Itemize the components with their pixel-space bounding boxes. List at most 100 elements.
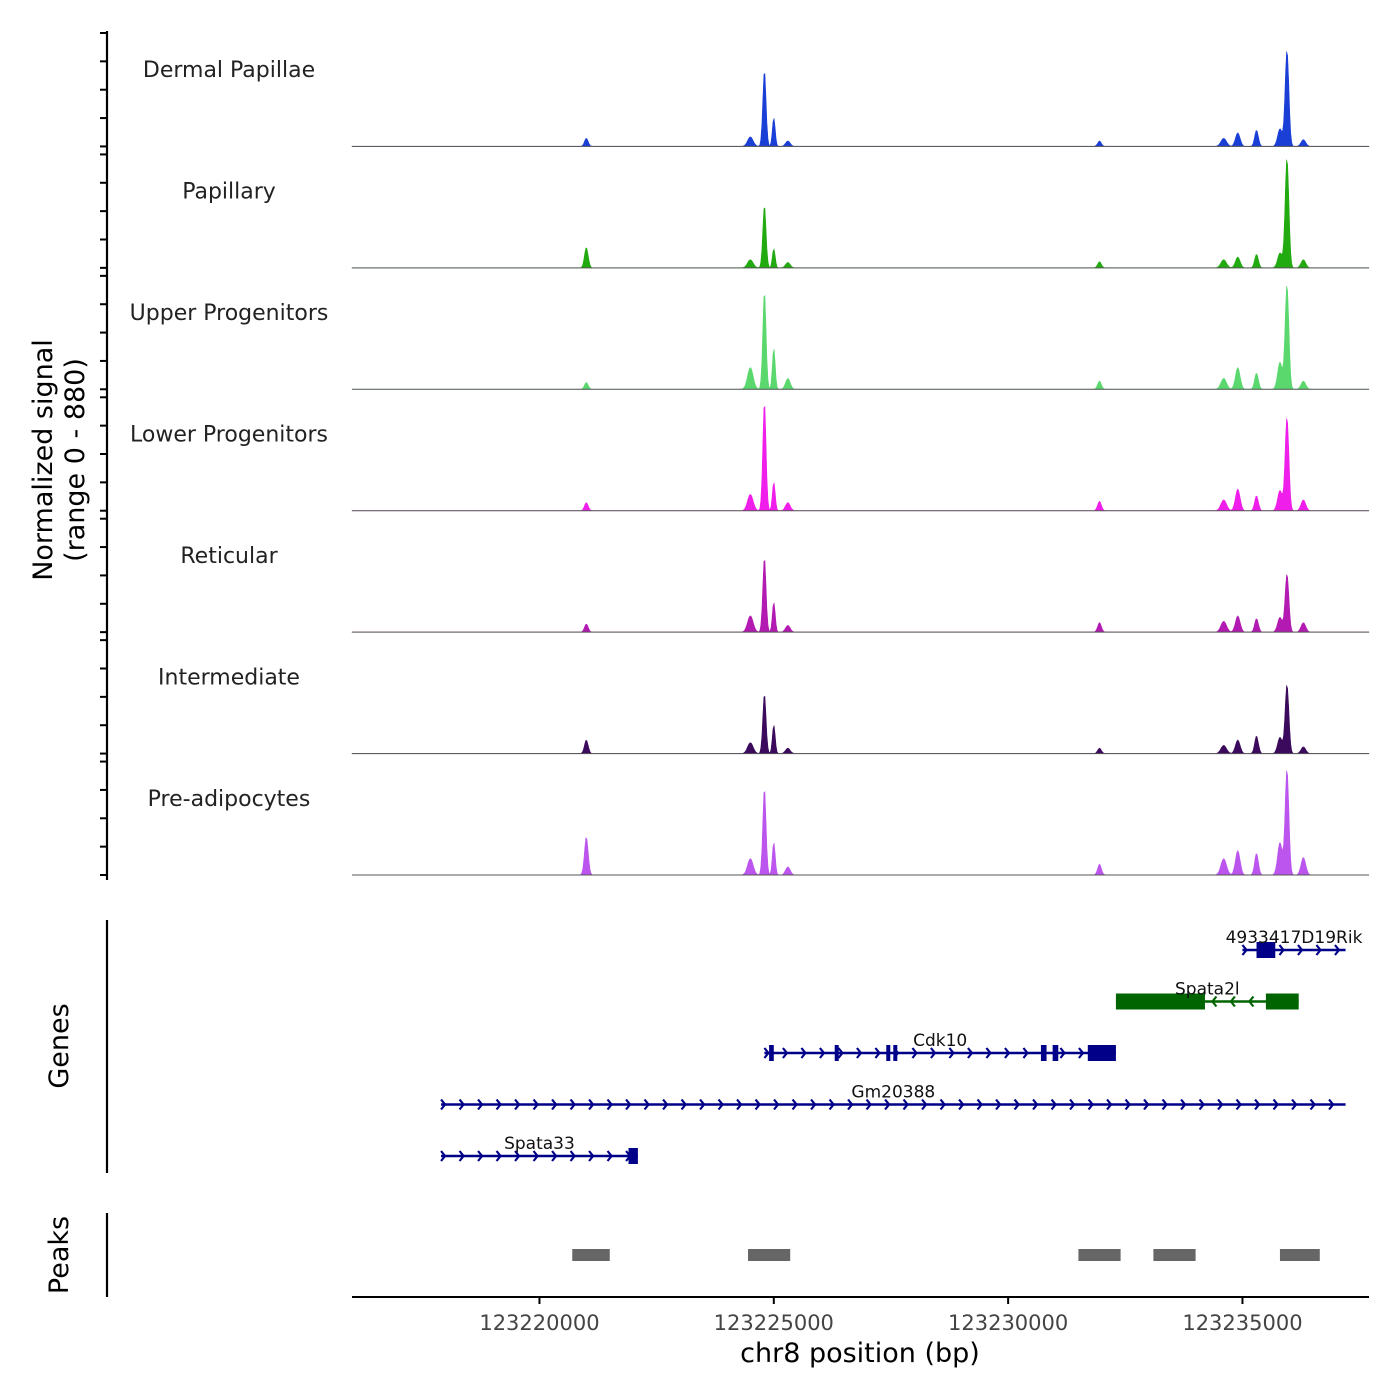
strand-chevron <box>782 1047 789 1059</box>
gene-exon <box>769 1045 774 1061</box>
strand-chevron <box>736 1098 743 1111</box>
gene-exon <box>1087 1045 1116 1061</box>
strand-chevron <box>1291 1098 1298 1111</box>
gene-0: 4933417D19Rik <box>1226 928 1363 958</box>
coverage-tracks: Dermal Papillae Papillary Upper Progenitor… <box>130 51 1370 876</box>
signal-area <box>351 685 1370 754</box>
gene-exon <box>1115 993 1205 1010</box>
gene-3: Gm20388 <box>440 1083 1346 1111</box>
strand-chevron <box>976 1098 983 1111</box>
track-label: Lower Progenitors <box>130 423 328 448</box>
strand-chevron <box>948 1047 955 1059</box>
gene-exon <box>1256 942 1276 958</box>
track-3: Lower Progenitors <box>130 405 1370 512</box>
peak-region <box>1078 1249 1121 1261</box>
strand-chevron <box>1143 1098 1150 1111</box>
x-axis-ticks: 123220000 123225000 123230000 123235000 <box>479 1297 1303 1335</box>
gene-1: Spata2l <box>1115 980 1299 1010</box>
strand-chevron <box>588 1098 595 1111</box>
strand-chevron <box>477 1150 484 1162</box>
track-label: Dermal Papillae <box>143 58 315 83</box>
x-tick-label: 123230000 <box>948 1311 1068 1335</box>
strand-chevron <box>699 1098 706 1111</box>
strand-chevron <box>1069 1098 1076 1111</box>
track-1: Papillary <box>182 159 1370 269</box>
strand-chevron <box>1211 995 1218 1008</box>
gene-exon <box>893 1045 898 1061</box>
signal-y-ticks <box>100 32 107 876</box>
strand-chevron <box>800 1047 807 1059</box>
gene-annotations: 4933417D19Rik Spata2l Cdk10 Gm20388 Spata33 <box>440 928 1363 1164</box>
y-axis-title-line2: (range 0 - 880) <box>60 358 91 562</box>
strand-chevron <box>1241 944 1248 956</box>
gene-label: Spata2l <box>1175 980 1240 1000</box>
strand-chevron <box>1309 1098 1316 1111</box>
strand-chevron <box>791 1098 798 1111</box>
track-label: Upper Progenitors <box>130 301 329 326</box>
track-5: Intermediate <box>158 665 1370 755</box>
gene-exon <box>1052 1045 1059 1061</box>
strand-chevron <box>874 1047 881 1059</box>
peak-regions <box>572 1249 1320 1261</box>
strand-chevron <box>995 1098 1002 1111</box>
track-label: Papillary <box>182 180 276 205</box>
peaks-track-label: Peaks <box>44 1216 75 1294</box>
gene-exon <box>886 1045 891 1061</box>
strand-chevron <box>1078 1047 1085 1059</box>
strand-chevron <box>837 1047 844 1059</box>
strand-chevron <box>1334 944 1341 956</box>
strand-chevron <box>1272 1098 1279 1111</box>
strand-chevron <box>1022 1047 1029 1059</box>
strand-chevron <box>1050 1098 1057 1111</box>
strand-chevron <box>1328 1098 1335 1111</box>
strand-chevron <box>1315 944 1322 956</box>
strand-chevron <box>1229 995 1236 1008</box>
signal-area <box>351 286 1370 390</box>
strand-chevron <box>569 1150 576 1162</box>
strand-chevron <box>930 1047 937 1059</box>
strand-chevron <box>551 1098 558 1111</box>
strand-chevron <box>717 1098 724 1111</box>
strand-chevron <box>958 1098 965 1111</box>
strand-chevron <box>865 1098 872 1111</box>
strand-chevron <box>1254 1098 1261 1111</box>
strand-chevron <box>856 1047 863 1059</box>
strand-chevron <box>532 1150 539 1162</box>
x-tick-label: 123235000 <box>1182 1311 1302 1335</box>
strand-chevron <box>458 1098 465 1111</box>
strand-chevron <box>1032 1098 1039 1111</box>
strand-chevron <box>495 1098 502 1111</box>
strand-chevron <box>1278 944 1285 956</box>
strand-chevron <box>1297 944 1304 956</box>
strand-chevron <box>1087 1098 1094 1111</box>
strand-chevron <box>1248 995 1255 1008</box>
x-tick-label: 123225000 <box>714 1311 834 1335</box>
signal-area <box>351 405 1370 512</box>
strand-chevron <box>1059 1047 1066 1059</box>
track-0: Dermal Papillae <box>143 51 1370 147</box>
track-label: Pre-adipocytes <box>148 787 311 812</box>
track-4: Reticular <box>180 544 1370 633</box>
strand-chevron <box>1198 1098 1205 1111</box>
track-label: Intermediate <box>158 665 300 690</box>
strand-chevron <box>884 1098 891 1111</box>
strand-chevron <box>763 1047 770 1059</box>
strand-chevron <box>495 1150 502 1162</box>
strand-chevron <box>819 1047 826 1059</box>
strand-chevron <box>662 1098 669 1111</box>
peak-region <box>1279 1249 1320 1261</box>
strand-chevron <box>1004 1047 1011 1059</box>
strand-chevron <box>1235 1098 1242 1111</box>
strand-chevron <box>902 1098 909 1111</box>
gene-4: Spata33 <box>440 1134 638 1164</box>
strand-chevron <box>440 1098 447 1111</box>
gene-exon <box>1040 1045 1047 1061</box>
strand-chevron <box>477 1098 484 1111</box>
strand-chevron <box>911 1047 918 1059</box>
strand-chevron <box>625 1098 632 1111</box>
strand-chevron <box>643 1098 650 1111</box>
strand-chevron <box>967 1047 974 1059</box>
strand-chevron <box>985 1047 992 1059</box>
strand-chevron <box>1124 1098 1131 1111</box>
peak-region <box>748 1249 791 1261</box>
